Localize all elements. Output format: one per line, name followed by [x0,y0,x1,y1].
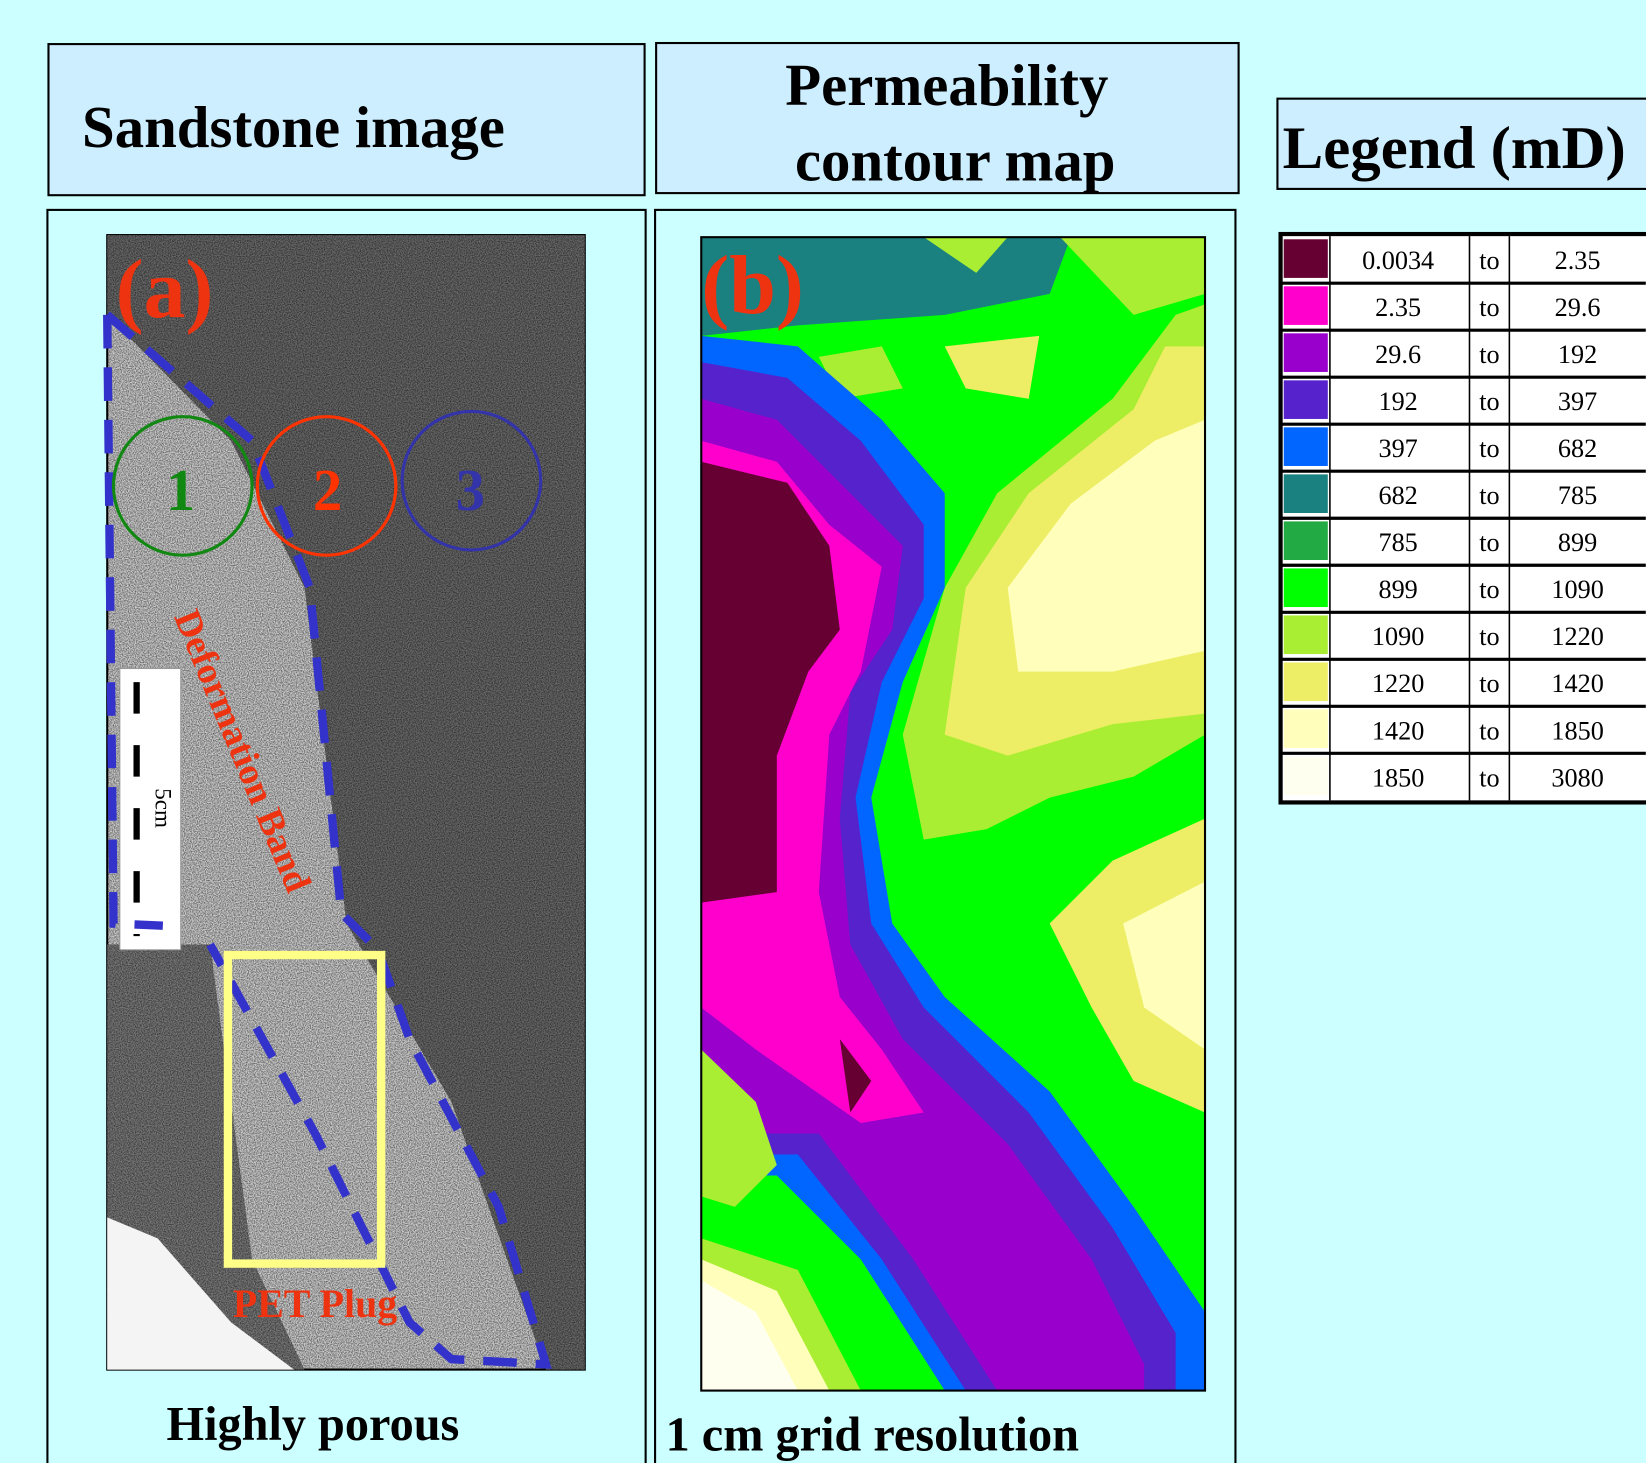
caption: Highly porous [167,1398,460,1451]
legend-high: 899 [1558,528,1597,557]
legend-swatch [1284,709,1328,748]
legend-low: 2.35 [1375,293,1421,322]
legend-low: 0.0034 [1362,246,1434,275]
legend-low: 682 [1378,481,1417,510]
legend-high: 1850 [1551,716,1603,745]
legend-swatch [1284,427,1328,466]
legend-to: to [1479,669,1499,698]
legend-low: 899 [1378,575,1417,604]
legend-swatch [1284,333,1328,372]
legend-to: to [1479,434,1499,463]
legend-to: to [1479,340,1499,369]
legend-high: 2.35 [1555,246,1601,275]
legend-low: 1220 [1372,669,1424,698]
legend-low: 192 [1378,387,1417,416]
legend-to: to [1479,575,1499,604]
plug-label: PET Plug [233,1281,397,1326]
page: html,body{margin:0;padding:0;background:… [0,0,1646,1463]
legend-title: Legend (mD) [1283,115,1626,182]
panel-label: (a) [116,243,214,336]
legend-high: 192 [1558,340,1597,369]
legend-high: 1420 [1551,669,1603,698]
legend-swatch [1284,615,1328,654]
contour-map [701,237,1205,1390]
circle-label: 3 [456,458,485,523]
legend-swatch [1284,380,1328,419]
legend-high: 1220 [1551,622,1603,651]
body: {"left_panel":{"title":"Sandstone image"… [0,0,1646,1463]
legend-to: to [1479,622,1499,651]
legend-to: to [1479,387,1499,416]
legend-to: to [1479,528,1499,557]
legend-low: 785 [1378,528,1417,557]
legend-swatch [1284,756,1328,795]
legend-to: to [1479,246,1499,275]
legend-swatch [1284,568,1328,607]
legend-table: 0.0034 to 2.35 2.35 to 29.6 29.6 to 192 192 to 397 3… [1281,234,1646,802]
legend-to: to [1479,716,1499,745]
circle-label: 2 [313,458,342,523]
panel-title: contour map [795,129,1116,194]
legend-swatch [1284,474,1328,513]
sandstone-image [107,235,585,1370]
legend-swatch [1284,239,1328,278]
legend-swatch [1284,662,1328,701]
legend-to: to [1479,481,1499,510]
legend-low: 1850 [1372,763,1424,792]
legend-low: 29.6 [1375,340,1421,369]
panel-title: Permeability [785,53,1108,118]
scale-label: 5cm [151,788,177,828]
legend-low: 1090 [1372,622,1424,651]
legend-high: 785 [1558,481,1597,510]
panel-label: (b) [701,239,804,332]
legend-high: 1090 [1551,575,1603,604]
caption: 1 cm grid resolution [666,1408,1080,1461]
legend-swatch [1284,521,1328,560]
legend-swatch [1284,286,1328,325]
legend-to: to [1479,763,1499,792]
legend-high: 397 [1558,387,1597,416]
circle-label: 1 [166,458,195,523]
legend-high: 29.6 [1555,293,1601,322]
legend-high: 682 [1558,434,1597,463]
legend-high: 3080 [1551,763,1603,792]
slide: Sandstone image Permeability contour map… [0,0,1646,1463]
legend-low: 1420 [1372,716,1424,745]
legend-to: to [1479,293,1499,322]
panel-title: Sandstone image [82,95,505,160]
legend-low: 397 [1378,434,1417,463]
